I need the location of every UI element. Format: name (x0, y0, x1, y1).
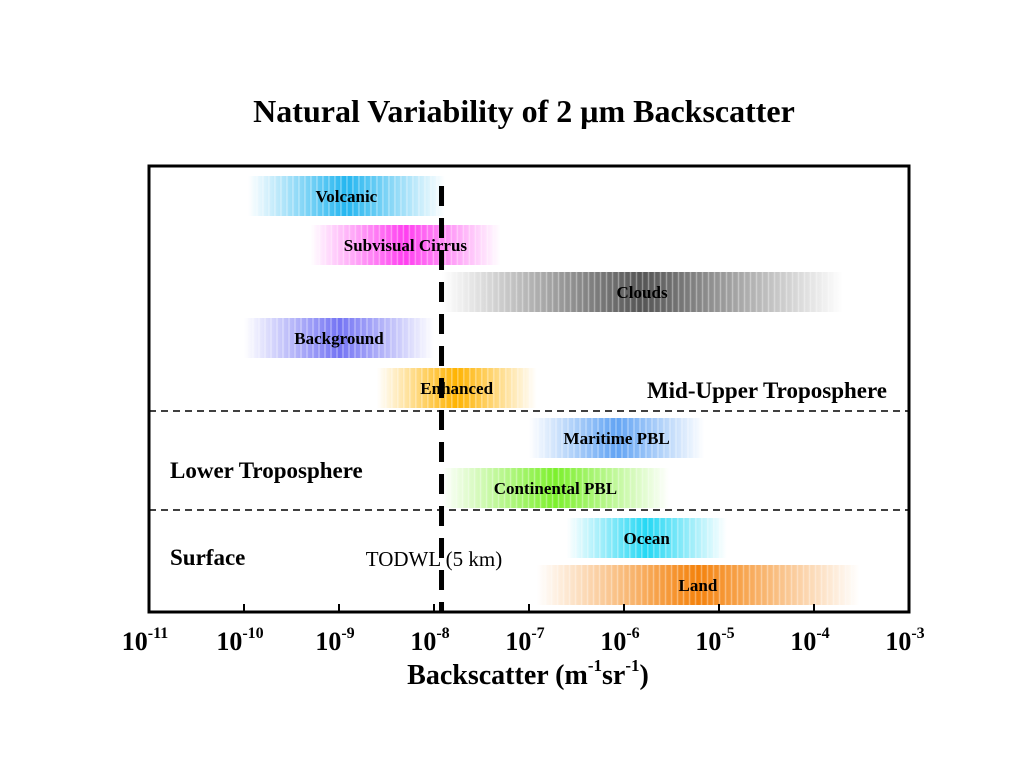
x-axis-label: Backscatter (m-1sr-1) (407, 656, 649, 691)
x-tick-label: 10-4 (790, 625, 829, 656)
band-label-continental-pbl: Continental PBL (494, 479, 617, 498)
band-bar-continental-pbl (441, 468, 670, 508)
band-streaks-volcanic (250, 176, 438, 216)
region-label-lower: Lower Troposphere (170, 458, 363, 483)
region-label-surface: Surface (170, 545, 245, 570)
band-ocean: Ocean (566, 518, 727, 558)
band-continental-pbl: Continental PBL (441, 468, 670, 508)
x-tick-label: 10-10 (216, 625, 263, 656)
band-streaks-enhanced (379, 368, 531, 408)
band-streaks-clouds (443, 272, 842, 312)
band-streaks-maritime-pbl (531, 418, 701, 458)
chart-title: Natural Variability of 2 μm Backscatter (253, 93, 795, 129)
band-clouds: Clouds (441, 272, 843, 312)
threshold-layer: TODWL (5 km) (366, 186, 502, 612)
band-enhanced: Enhanced (376, 368, 537, 408)
bands-layer: Volcanic Subvisual Cirrus Clouds Background… (244, 176, 860, 605)
band-bar-background (244, 318, 434, 358)
x-axis-ticks: 10-11 10-10 10-9 10-8 10-7 10-6 10-5 10-4 10-3 (122, 604, 925, 656)
band-land: Land (536, 565, 860, 605)
x-tick-label: 10-8 (410, 625, 449, 656)
band-label-enhanced: Enhanced (420, 379, 493, 398)
x-tick-label: 10-11 (122, 625, 168, 656)
threshold-label: TODWL (5 km) (366, 547, 502, 571)
band-background: Background (244, 318, 434, 358)
band-label-clouds: Clouds (617, 283, 668, 302)
x-tick-label: 10-9 (315, 625, 354, 656)
band-label-maritime-pbl: Maritime PBL (564, 429, 670, 448)
band-label-volcanic: Volcanic (316, 187, 378, 206)
band-bar-land (536, 565, 860, 605)
band-label-background: Background (294, 329, 384, 348)
band-bar-maritime-pbl (529, 418, 705, 458)
band-streaks-land (538, 565, 853, 605)
regions-layer: Mid-Upper Troposphere Lower Troposphere Su… (170, 378, 887, 570)
band-subvisual-cirrus: Subvisual Cirrus (310, 225, 501, 265)
band-label-subvisual-cirrus: Subvisual Cirrus (344, 236, 468, 255)
band-bar-enhanced (376, 368, 537, 408)
x-tick-label: 10-6 (600, 625, 639, 656)
band-bar-clouds (441, 272, 843, 312)
band-streaks-continental-pbl (443, 468, 668, 508)
x-tick-label: 10-5 (695, 625, 734, 656)
band-maritime-pbl: Maritime PBL (529, 418, 705, 458)
band-volcanic: Volcanic (247, 176, 445, 216)
band-label-land: Land (679, 576, 718, 595)
region-label-mid-upper: Mid-Upper Troposphere (647, 378, 887, 403)
band-bar-subvisual-cirrus (310, 225, 501, 265)
band-bar-volcanic (247, 176, 445, 216)
band-streaks-background (246, 318, 428, 358)
x-tick-label: 10-3 (885, 625, 924, 656)
band-streaks-subvisual-cirrus (312, 225, 495, 265)
band-streaks-ocean (569, 518, 721, 558)
band-label-ocean: Ocean (624, 529, 671, 548)
x-tick-label: 10-7 (505, 625, 544, 656)
band-bar-ocean (566, 518, 727, 558)
